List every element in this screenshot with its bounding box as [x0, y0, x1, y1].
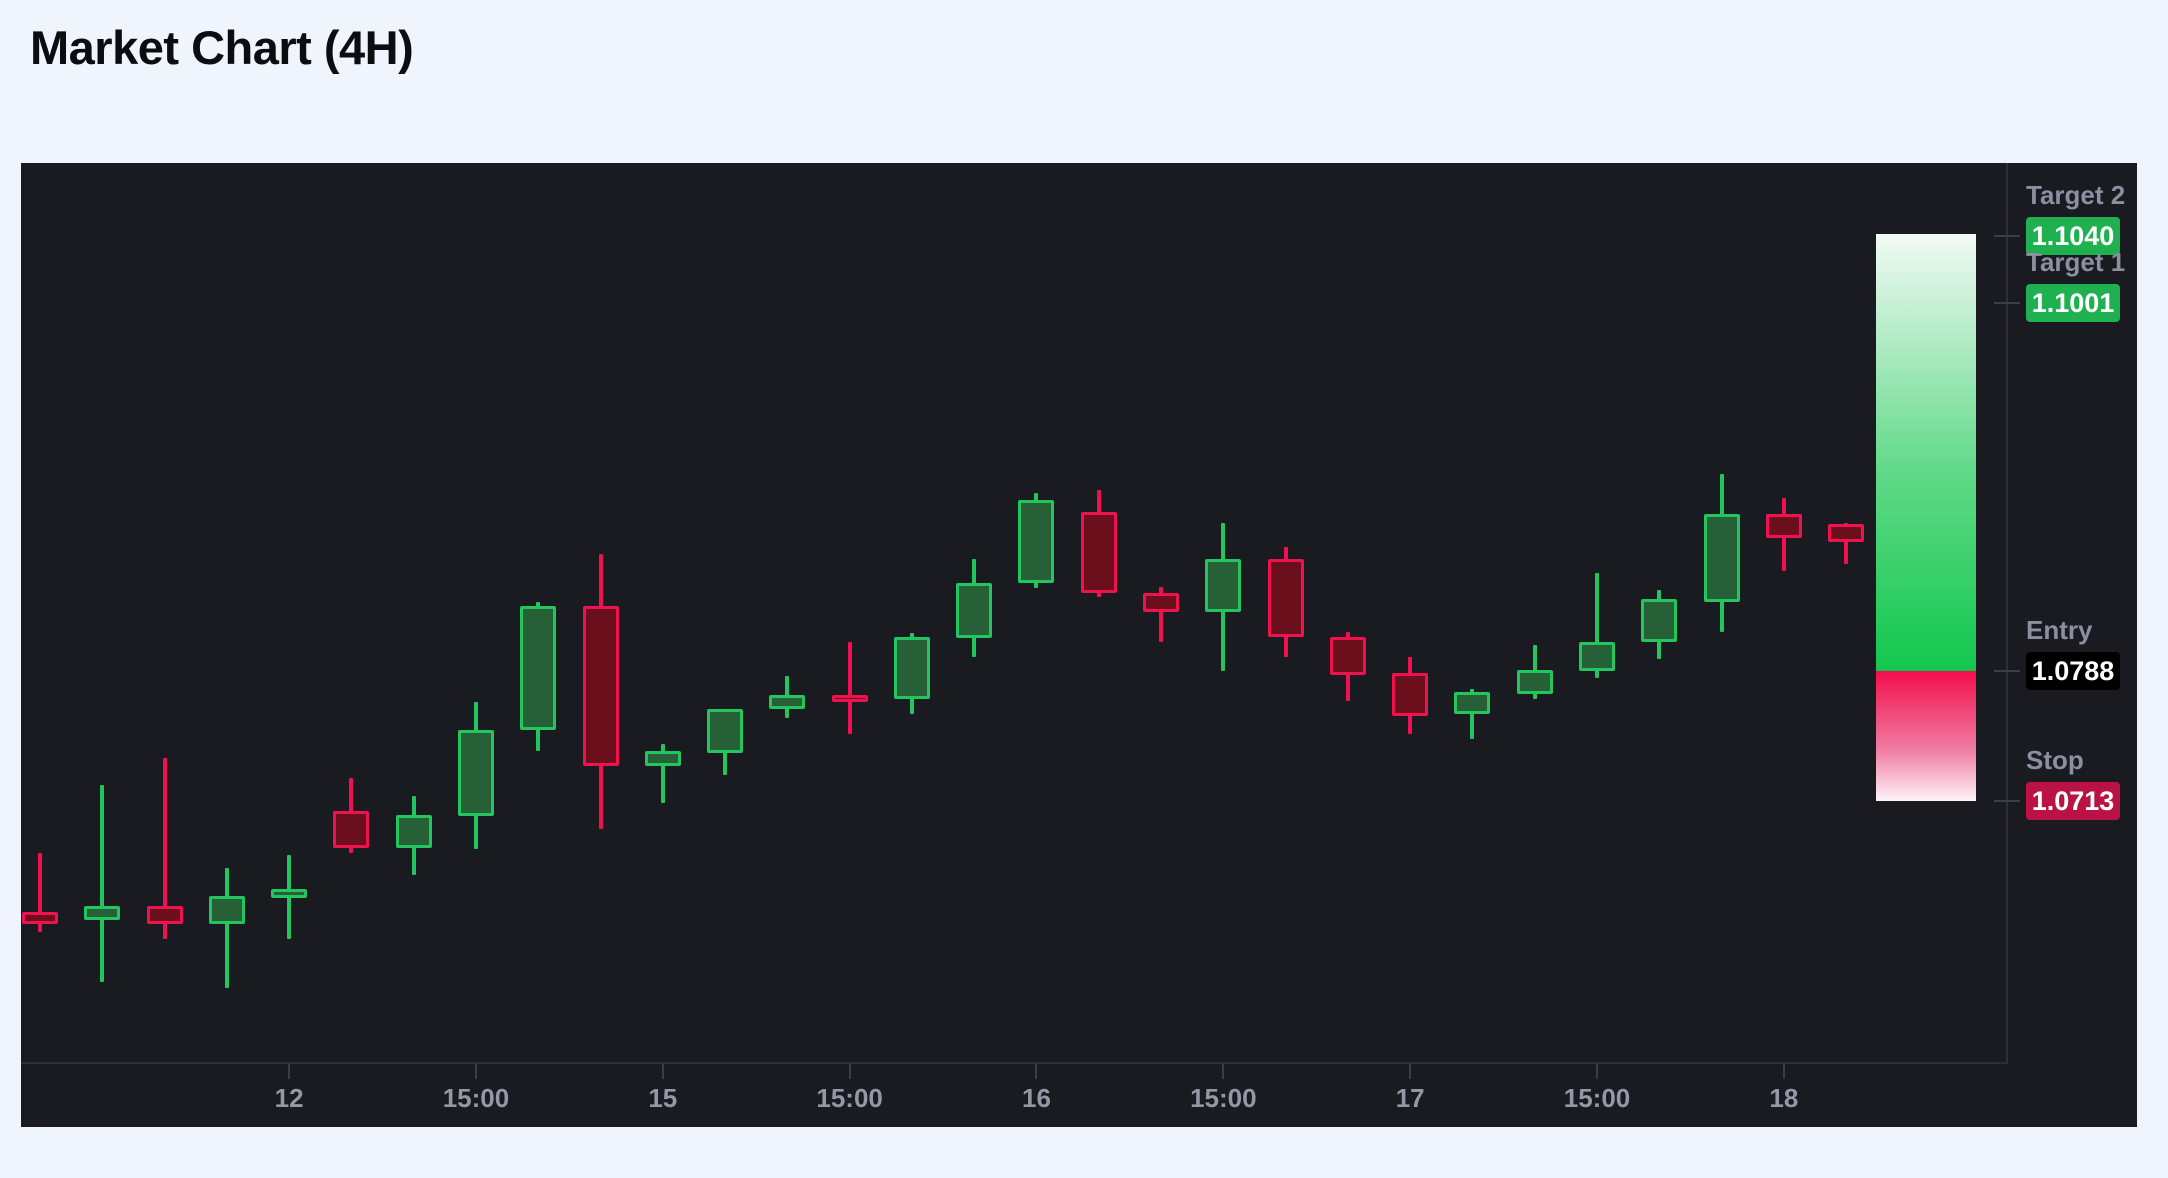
x-axis-label: 15:00	[1563, 1083, 1631, 1113]
candle-down	[1329, 636, 1366, 675]
candle-wick	[1159, 586, 1164, 642]
entry-price-badge: 1.0788	[2026, 652, 2120, 691]
candle-up	[208, 896, 245, 924]
x-axis-tick	[288, 1064, 291, 1079]
x-axis-label: 15	[648, 1083, 678, 1113]
candle-up	[644, 750, 681, 767]
candle-up	[395, 814, 432, 848]
candle-up	[84, 906, 121, 921]
stop-row[interactable]: Stop 1.0713	[2026, 745, 2138, 820]
candle-up	[1516, 669, 1553, 694]
candle-up	[893, 636, 930, 699]
price-axis-tick	[1994, 302, 2020, 305]
x-axis-tick	[474, 1064, 477, 1079]
candle-up	[1205, 558, 1242, 613]
candle-down	[1143, 593, 1180, 613]
x-axis-label: 15:00	[442, 1083, 510, 1113]
candle-down	[1267, 558, 1304, 637]
candle-up	[271, 889, 308, 898]
candle-wick	[162, 757, 167, 940]
x-axis-tick	[1782, 1064, 1785, 1079]
candle-up	[520, 605, 557, 731]
candle-up	[1641, 598, 1678, 642]
candle-down	[582, 605, 619, 767]
candle-down	[1765, 513, 1802, 539]
target2-row[interactable]: Target 2 1.1040	[2026, 180, 2138, 255]
reward-zone[interactable]	[1876, 233, 1976, 672]
candle-up	[1018, 500, 1055, 584]
risk-zone[interactable]	[1876, 671, 1976, 801]
chart-plot-area[interactable]	[21, 163, 2006, 1062]
candle-down	[831, 695, 868, 703]
x-axis-tick	[661, 1064, 664, 1079]
candle-wick	[660, 743, 665, 803]
candle-down	[22, 911, 58, 924]
candle-wick	[847, 641, 852, 734]
candle-wick	[100, 785, 105, 983]
price-axis-tick	[1994, 799, 2020, 802]
entry-row[interactable]: Entry 1.0788	[2026, 615, 2138, 691]
x-axis-label: 15:00	[816, 1083, 883, 1113]
x-axis-tick	[848, 1064, 851, 1079]
candle-up	[1579, 641, 1615, 672]
x-axis-label: 18	[1769, 1083, 1799, 1113]
candle-wick	[224, 868, 229, 988]
target1-label: Target 1	[2026, 247, 2126, 278]
x-axis-label: 12	[274, 1083, 304, 1113]
candle-up	[1454, 692, 1491, 715]
price-axis-tick	[1994, 234, 2020, 237]
stop-label: Stop	[2026, 744, 2084, 775]
candle-up	[707, 709, 744, 753]
page-title: Market Chart (4H)	[30, 21, 414, 74]
time-axis-line	[21, 1062, 2008, 1064]
price-axis-line	[2006, 163, 2008, 1062]
candle-wick	[1595, 572, 1599, 679]
x-axis-label: 16	[1022, 1083, 1051, 1113]
target2-price-badge: 1.1040	[2026, 216, 2120, 255]
candle-down	[1828, 524, 1865, 542]
candle-down	[1392, 673, 1429, 717]
stop-price-badge: 1.0713	[2026, 781, 2120, 820]
candle-down	[333, 811, 370, 848]
target1-price-badge: 1.1001	[2026, 284, 2120, 323]
x-axis-label: 15:00	[1190, 1083, 1257, 1113]
target1-row[interactable]: Target 1 1.1001	[2026, 247, 2138, 323]
price-axis-tick	[1994, 670, 2020, 673]
x-axis-tick	[1409, 1064, 1412, 1079]
x-axis-tick	[1035, 1064, 1038, 1079]
target2-label: Target 2	[2026, 179, 2126, 210]
candle-down	[1080, 512, 1117, 594]
x-axis-label: 17	[1395, 1083, 1425, 1113]
candle-down	[146, 906, 183, 924]
x-axis-tick	[1222, 1064, 1225, 1079]
candle-wick	[1844, 522, 1849, 565]
candle-up	[769, 695, 806, 710]
market-chart-panel: 12 15:00 15 15:00 16 15:00 17 15:00 18 Target 2 …	[21, 163, 2137, 1127]
candle-wick	[38, 852, 42, 933]
candle-up	[1703, 513, 1740, 603]
candle-up	[457, 730, 494, 817]
candle-up	[956, 583, 993, 639]
x-axis-tick	[1596, 1064, 1598, 1079]
entry-label: Entry	[2026, 615, 2093, 646]
